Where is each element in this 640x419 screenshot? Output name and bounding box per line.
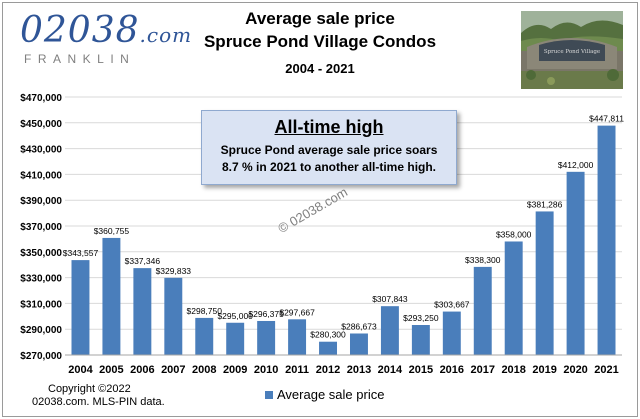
x-tick-label: 2008 [192,364,216,376]
bar [288,319,307,355]
legend: Average sale price [265,387,384,402]
data-label: $298,750 [187,306,223,316]
x-tick-label: 2007 [161,364,185,376]
bar [164,277,183,355]
data-label: $337,346 [125,256,161,266]
x-tick-label: 2009 [223,364,247,376]
y-tick-label: $270,000 [20,351,62,362]
callout-text: Spruce Pond average sale price soars 8.7… [202,142,456,176]
y-tick-label: $290,000 [20,325,62,336]
bar [504,241,523,355]
gridlines [65,96,622,356]
data-label: $360,755 [94,226,130,236]
x-tick-label: 2016 [440,364,464,376]
y-tick-label: $470,000 [20,93,62,104]
y-axis-tick-labels: $270,000 $290,000 $310,000 $330,000 $350,000… [20,93,62,362]
bar-series [71,125,616,355]
data-label: $296,375 [248,309,284,319]
y-tick-label: $370,000 [20,222,62,233]
data-label: $381,286 [527,199,563,209]
bar [566,171,585,355]
legend-swatch [265,391,273,399]
y-tick-label: $450,000 [20,119,62,130]
x-tick-label: 2021 [594,364,618,376]
y-tick-label: $390,000 [20,196,62,207]
data-label: $280,300 [310,330,346,340]
bar [133,268,152,355]
bar [442,311,461,355]
x-tick-label: 2018 [501,364,525,376]
entrance-sign-photo: Spruce Pond Village [521,11,623,89]
data-label: $358,000 [496,229,532,239]
chart-date-range: 2004 - 2021 [285,61,355,76]
bar [195,317,214,355]
bar [597,125,616,355]
y-tick-label: $330,000 [20,274,62,285]
data-label: $307,843 [372,294,408,304]
x-tick-label: 2020 [563,364,587,376]
callout-heading: All-time high [274,117,384,137]
logo-wordmark: 02038.com [20,10,192,51]
data-label: $303,667 [434,300,470,310]
data-label: $447,811 [589,114,624,124]
bar [319,341,338,355]
bar [411,325,430,355]
x-tick-label: 2004 [68,364,93,376]
y-tick-label: $410,000 [20,170,62,181]
data-label: $293,250 [403,313,439,323]
x-tick-label: 2006 [130,364,154,376]
copyright-text: Copyright ©2022 [48,383,131,395]
data-label: $329,833 [156,266,192,276]
chart-subtitle: Spruce Pond Village Condos [203,32,437,51]
y-tick-label: $350,000 [20,248,62,259]
watermark-text: © 02038.com [275,184,350,236]
x-tick-label: 2011 [285,364,309,376]
bar [349,333,368,355]
bar [102,237,121,355]
bar [473,266,492,355]
logo-town: FRANKLIN [24,52,136,66]
bar [257,320,276,355]
data-label: $343,557 [63,248,99,258]
bar [71,260,90,355]
x-tick-label: 2012 [316,364,340,376]
x-tick-label: 2014 [378,364,403,376]
data-label: $286,673 [341,321,377,331]
x-tick-label: 2013 [347,364,371,376]
all-time-high-callout: All-time high Spruce Pond average sale p… [201,110,457,185]
callout-line-2: 8.7 % in 2021 to another all-time high. [221,160,437,174]
x-tick-label: 2017 [471,364,495,376]
x-tick-label: 2019 [532,364,556,376]
legend-label: Average sale price [277,387,384,402]
y-tick-label: $430,000 [20,145,62,156]
data-labels: $343,557 $360,755 $337,346$329,833 $298,750… [63,114,624,340]
chart-title: Average sale price [245,9,395,28]
callout-line-1: Spruce Pond average sale price soars [220,143,438,157]
x-tick-label: 2015 [409,364,433,376]
x-tick-label: 2005 [99,364,123,376]
x-tick-label: 2010 [254,364,278,376]
logo-main-text: 02038 [20,10,140,51]
chart-titles: Average sale price Spruce Pond Village C… [185,8,455,80]
data-label: $295,000 [217,311,253,321]
bar [535,211,554,355]
x-axis-tick-labels: 2004 2005 2006 2007 2008 2009 2010 2011 2012 2013… [68,364,619,376]
y-tick-label: $310,000 [20,299,62,310]
logo-dotcom: .com [139,23,193,47]
site-logo[interactable]: 02038.com FRANKLIN [20,10,191,70]
source-text: 02038.com. MLS-PIN data. [32,396,165,408]
bar [380,306,399,355]
footer-credits: Copyright ©2022 02038.com. MLS-PIN data. [32,383,165,409]
data-label: $412,000 [558,160,594,170]
data-label: $338,300 [465,255,501,265]
data-label: $297,667 [279,307,315,317]
bar [226,322,245,355]
svg-text:Spruce Pond Village: Spruce Pond Village [544,49,600,55]
